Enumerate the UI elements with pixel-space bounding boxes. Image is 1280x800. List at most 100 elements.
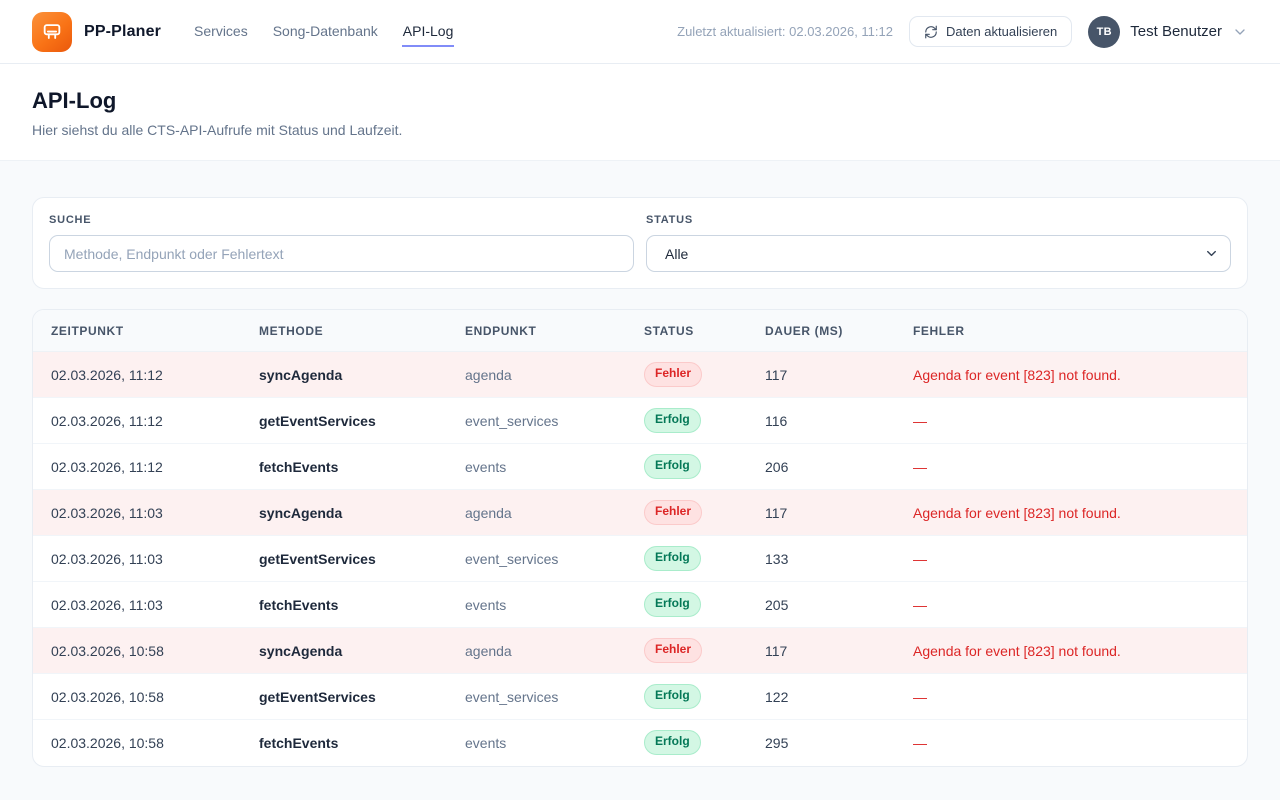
status-badge: Erfolg [644, 592, 701, 617]
page-header: API-Log Hier siehst du alle CTS-API-Aufr… [0, 64, 1280, 161]
cell-dauer: 205 [765, 596, 789, 613]
page-title: API-Log [32, 88, 117, 113]
cell-dauer: 295 [765, 734, 789, 751]
status-badge: Erfolg [644, 546, 701, 571]
cell-endpunkt: event_services [465, 550, 559, 567]
api-log-table: ZEITPUNKT METHODE ENDPUNKT STATUS DAUER … [33, 310, 1247, 766]
cell-methode: getEventServices [259, 412, 376, 429]
table-row: 02.03.2026, 10:58 getEventServices event… [33, 673, 1247, 720]
main-content: SUCHE STATUS Alle ZEITPUNKT METHODE [0, 161, 1280, 799]
cell-status: Erfolg [626, 444, 747, 490]
user-menu[interactable]: TB Test Benutzer [1088, 15, 1248, 48]
cell-zeitpunkt: 02.03.2026, 10:58 [51, 688, 164, 705]
cell-endpunkt: events [465, 458, 507, 475]
status-badge: Fehler [644, 500, 703, 525]
cell-status: Erfolg [626, 674, 747, 720]
cell-zeitpunkt: 02.03.2026, 11:03 [51, 550, 163, 567]
table-row: 02.03.2026, 11:12 getEventServices event… [33, 397, 1247, 444]
main-nav: Services Song-Datenbank API-Log [193, 0, 455, 63]
cell-status: Fehler [626, 628, 747, 674]
cell-fehler: Agenda for event [823] not found. [913, 366, 1121, 383]
cell-fehler: Agenda for event [823] not found. [913, 642, 1121, 659]
table-row: 02.03.2026, 10:58 syncAgenda agenda Fehl… [33, 627, 1247, 674]
cell-methode: getEventServices [259, 688, 376, 705]
cell-methode: syncAgenda [259, 366, 343, 383]
cell-endpunkt: event_services [465, 412, 559, 429]
cell-zeitpunkt: 02.03.2026, 10:58 [51, 642, 164, 659]
cell-endpunkt: agenda [465, 504, 512, 521]
table-row: 02.03.2026, 11:03 getEventServices event… [33, 535, 1247, 582]
refresh-icon [925, 25, 937, 38]
refresh-data-button[interactable]: Daten aktualisieren [908, 16, 1073, 47]
status-badge: Fehler [644, 362, 703, 387]
status-label: STATUS [646, 214, 693, 226]
api-log-table-card: ZEITPUNKT METHODE ENDPUNKT STATUS DAUER … [32, 309, 1248, 767]
status-badge: Erfolg [644, 684, 701, 709]
cell-methode: syncAgenda [259, 504, 343, 521]
cell-status: Erfolg [626, 720, 747, 766]
col-status: STATUS [626, 310, 747, 352]
status-select[interactable]: Alle [646, 235, 1231, 272]
cell-endpunkt: events [465, 596, 507, 613]
status-badge: Erfolg [644, 408, 701, 433]
cell-zeitpunkt: 02.03.2026, 11:03 [51, 596, 163, 613]
avatar: TB [1088, 15, 1121, 48]
cell-fehler: — [913, 596, 927, 613]
cell-dauer: 122 [765, 688, 789, 705]
cell-status: Erfolg [626, 398, 747, 444]
table-row: 02.03.2026, 11:03 fetchEvents events Erf… [33, 581, 1247, 628]
cell-methode: syncAgenda [259, 642, 343, 659]
cell-status: Erfolg [626, 582, 747, 628]
table-row: 02.03.2026, 11:03 syncAgenda agenda Fehl… [33, 489, 1247, 536]
nav-item-api-log[interactable]: API-Log [401, 19, 455, 47]
cell-zeitpunkt: 02.03.2026, 10:58 [51, 734, 164, 751]
cell-zeitpunkt: 02.03.2026, 11:12 [51, 458, 163, 475]
col-fehler: FEHLER [895, 310, 1247, 352]
cell-zeitpunkt: 02.03.2026, 11:03 [51, 504, 163, 521]
cell-dauer: 116 [765, 412, 788, 429]
col-dauer: DAUER (MS) [747, 310, 895, 352]
cell-methode: fetchEvents [259, 734, 339, 751]
status-badge: Erfolg [644, 454, 701, 479]
search-field-group: SUCHE [49, 214, 634, 272]
cell-fehler: — [913, 412, 927, 429]
table-row: 02.03.2026, 11:12 fetchEvents events Erf… [33, 443, 1247, 490]
status-badge: Fehler [644, 638, 703, 663]
cell-dauer: 117 [765, 504, 788, 521]
cell-methode: getEventServices [259, 550, 376, 567]
cell-status: Fehler [626, 490, 747, 536]
last-updated-text: Zuletzt aktualisiert: 02.03.2026, 11:12 [677, 24, 893, 39]
cell-dauer: 133 [765, 550, 789, 567]
brand-name: PP-Planer [84, 22, 162, 40]
cell-endpunkt: events [465, 734, 507, 751]
cell-methode: fetchEvents [259, 596, 339, 613]
table-row: 02.03.2026, 10:58 fetchEvents events Erf… [33, 719, 1247, 766]
cell-methode: fetchEvents [259, 458, 339, 475]
cell-dauer: 117 [765, 642, 788, 659]
col-zeitpunkt: ZEITPUNKT [33, 310, 241, 352]
cell-fehler: — [913, 734, 927, 751]
cell-zeitpunkt: 02.03.2026, 11:12 [51, 366, 163, 383]
cell-endpunkt: agenda [465, 366, 512, 383]
col-methode: METHODE [241, 310, 447, 352]
cell-fehler: Agenda for event [823] not found. [913, 504, 1121, 521]
cell-endpunkt: agenda [465, 642, 512, 659]
search-input[interactable] [49, 235, 634, 272]
nav-item-song-datenbank[interactable]: Song-Datenbank [272, 22, 378, 39]
filter-card: SUCHE STATUS Alle [32, 197, 1248, 289]
nav-item-services[interactable]: Services [194, 22, 248, 39]
col-endpunkt: ENDPUNKT [447, 310, 626, 352]
cell-dauer: 206 [765, 458, 789, 475]
cell-fehler: — [913, 550, 927, 567]
chevron-down-icon [1235, 28, 1245, 35]
cell-fehler: — [913, 688, 927, 705]
presentation-icon [43, 23, 61, 39]
cell-endpunkt: event_services [465, 688, 559, 705]
cell-status: Erfolg [626, 536, 747, 582]
status-field-group: STATUS Alle [646, 214, 1231, 272]
status-badge: Erfolg [644, 730, 701, 756]
cell-dauer: 117 [765, 366, 788, 383]
table-header-row: ZEITPUNKT METHODE ENDPUNKT STATUS DAUER … [33, 310, 1247, 352]
cell-zeitpunkt: 02.03.2026, 11:12 [51, 412, 163, 429]
top-bar: PP-Planer Services Song-Datenbank API-Lo… [0, 0, 1280, 64]
